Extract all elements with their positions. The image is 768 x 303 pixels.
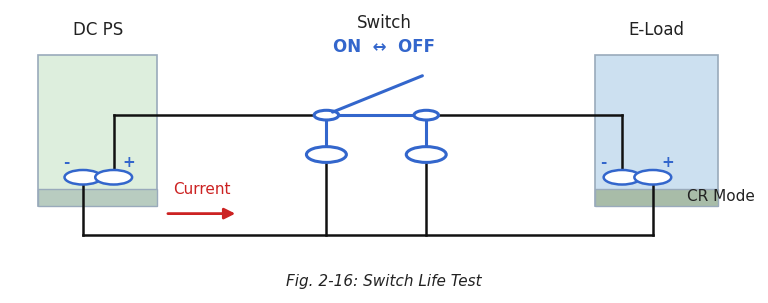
Text: Current: Current [173, 182, 230, 197]
Text: -: - [63, 155, 69, 170]
Text: -: - [600, 155, 606, 170]
Bar [38, 189, 157, 206]
Text: E-Load: E-Load [629, 22, 684, 39]
Bar [595, 55, 718, 206]
Bar [595, 189, 718, 206]
Circle shape [604, 170, 641, 185]
Circle shape [406, 147, 446, 162]
Text: Switch: Switch [356, 14, 412, 32]
Circle shape [306, 147, 346, 162]
Text: ON  ↔  OFF: ON ↔ OFF [333, 38, 435, 56]
Circle shape [414, 110, 439, 120]
Text: Fig. 2-16: Switch Life Test: Fig. 2-16: Switch Life Test [286, 274, 482, 289]
Circle shape [95, 170, 132, 185]
Text: +: + [662, 155, 674, 170]
Circle shape [314, 110, 339, 120]
Text: DC PS: DC PS [73, 22, 123, 39]
Bar [38, 55, 157, 206]
Circle shape [634, 170, 671, 185]
Circle shape [65, 170, 101, 185]
Text: CR Mode: CR Mode [687, 189, 755, 205]
Text: +: + [123, 155, 135, 170]
